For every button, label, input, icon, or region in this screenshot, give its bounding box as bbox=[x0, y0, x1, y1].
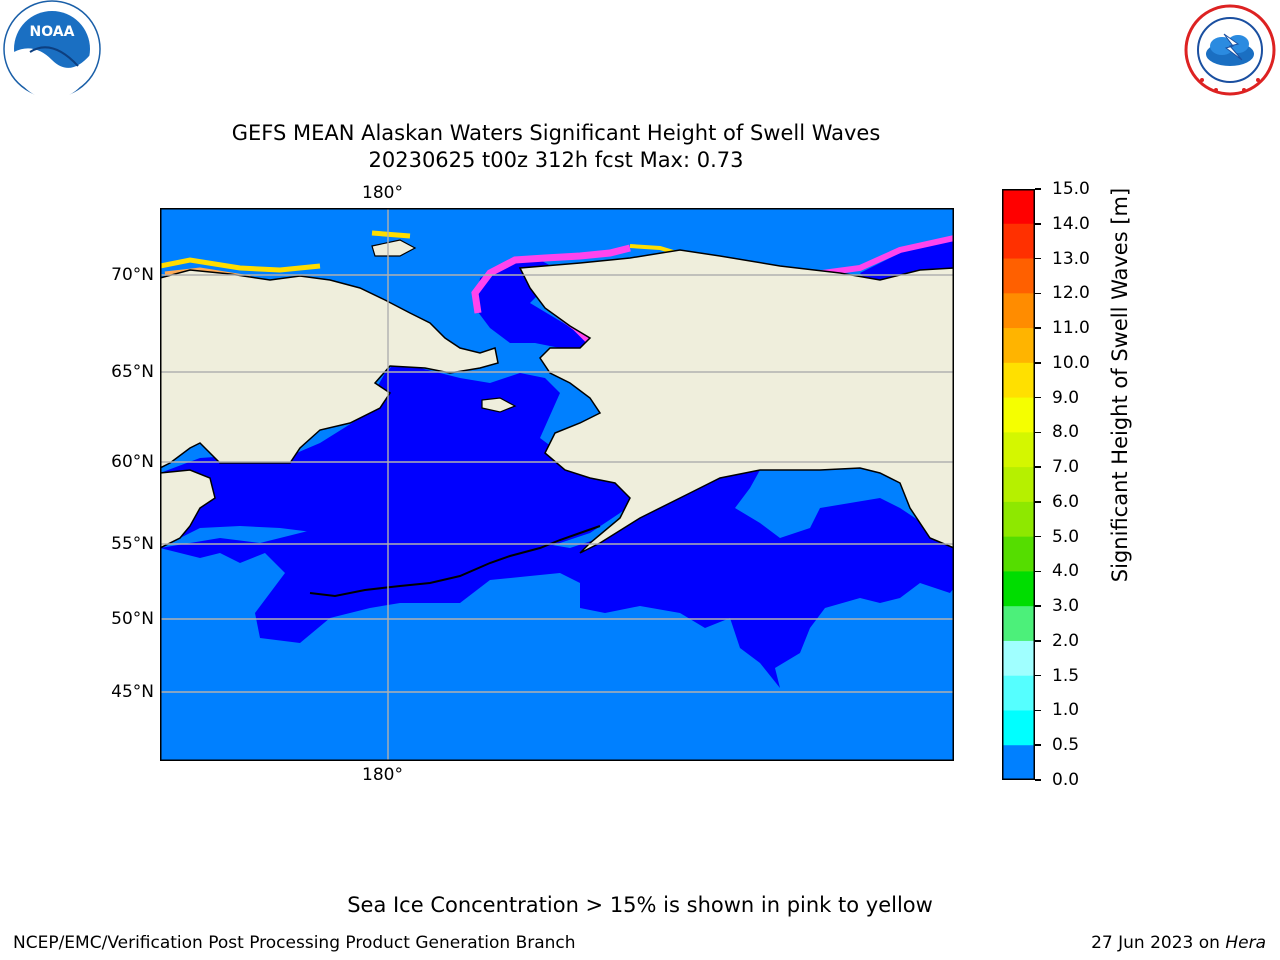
colorbar-tick-mark bbox=[1035, 779, 1041, 781]
land-st-lawrence bbox=[481, 397, 517, 413]
colorbar-segment bbox=[1002, 397, 1035, 433]
run-date-text: 27 Jun 2023 on bbox=[1091, 933, 1226, 953]
colorbar-segment bbox=[1002, 432, 1035, 468]
colorbar-tick-mark bbox=[1035, 292, 1041, 295]
lat-label-70: 70°N bbox=[111, 265, 154, 285]
colorbar bbox=[1002, 189, 1035, 781]
colorbar-tick-label: 0.0 bbox=[1052, 770, 1080, 790]
colorbar-tick-label: 5.0 bbox=[1052, 526, 1080, 547]
run-date: 27 Jun 2023 on Hera bbox=[1091, 932, 1266, 954]
colorbar-segment bbox=[1002, 501, 1035, 538]
colorbar-tick-label: 4.0 bbox=[1052, 561, 1080, 582]
colorbar-segment bbox=[1002, 258, 1035, 294]
noaa-logo: NOAA bbox=[0, 0, 104, 100]
colorbar-tick-mark bbox=[1035, 431, 1041, 434]
noaa-logo-text: NOAA bbox=[30, 24, 75, 40]
colorbar-tick-label: 11.0 bbox=[1052, 318, 1090, 339]
colorbar-tick-mark bbox=[1035, 640, 1041, 642]
colorbar-tick-mark bbox=[1035, 362, 1041, 364]
map-area bbox=[160, 208, 954, 761]
lat-label-45: 45°N bbox=[111, 682, 154, 702]
graticule bbox=[160, 208, 954, 761]
colorbar-segment bbox=[1002, 606, 1035, 642]
lon-label-bottom: 180° bbox=[362, 765, 403, 785]
sea-ice-yellow-3 bbox=[371, 230, 411, 239]
map-frame bbox=[160, 208, 954, 761]
colorbar-tick-label: 2.0 bbox=[1052, 630, 1080, 651]
colorbar-border bbox=[1002, 189, 1035, 780]
colorbar-segment bbox=[1002, 675, 1035, 711]
lon-label-top: 180° bbox=[362, 183, 403, 203]
colorbar-tick-label: 12.0 bbox=[1052, 283, 1090, 304]
land-siberia bbox=[160, 269, 499, 469]
colorbar-tick-mark bbox=[1035, 535, 1041, 538]
colorbar-tick-label: 7.0 bbox=[1052, 457, 1080, 478]
aleutian-islands bbox=[309, 525, 601, 598]
colorbar-tick-mark bbox=[1035, 188, 1041, 190]
colorbar-tick-mark bbox=[1035, 466, 1041, 468]
colorbar-segment bbox=[1002, 710, 1035, 746]
nws-logo bbox=[1176, 0, 1280, 100]
colorbar-tick-label: 14.0 bbox=[1052, 213, 1090, 234]
colorbar-tick-mark bbox=[1035, 570, 1041, 573]
branch-credit: NCEP/EMC/Verification Post Processing Pr… bbox=[13, 933, 576, 953]
lat-label-60: 60°N bbox=[111, 452, 154, 472]
colorbar-tick-label: 10.0 bbox=[1052, 352, 1090, 373]
colorbar-tick-mark bbox=[1035, 744, 1041, 746]
ocean-low-region bbox=[160, 470, 954, 688]
colorbar-segment bbox=[1002, 640, 1035, 677]
colorbar-tick-mark bbox=[1035, 605, 1041, 607]
colorbar-segment bbox=[1002, 293, 1035, 329]
colorbar-segment bbox=[1002, 571, 1035, 607]
colorbar-segment bbox=[1002, 745, 1035, 781]
colorbar-segment bbox=[1002, 189, 1035, 225]
sea-ice-note: Sea Ice Concentration > 15% is shown in … bbox=[347, 893, 933, 917]
colorbar-segment bbox=[1002, 467, 1035, 503]
colorbar-tick-mark bbox=[1035, 709, 1041, 712]
colorbar-tick-label: 1.5 bbox=[1052, 665, 1080, 686]
sea-ice-yellow-1 bbox=[160, 257, 321, 273]
lat-label-50: 50°N bbox=[111, 609, 154, 629]
colorbar-segment bbox=[1002, 328, 1035, 364]
colorbar-segment bbox=[1002, 223, 1035, 260]
lat-label-55: 55°N bbox=[111, 534, 154, 554]
bering-sea bbox=[160, 358, 640, 568]
colorbar-segment bbox=[1002, 362, 1035, 399]
lat-label-65: 65°N bbox=[111, 362, 154, 382]
chukchi-sea bbox=[475, 260, 600, 358]
colorbar-tick-mark bbox=[1035, 327, 1041, 329]
map-svg bbox=[160, 208, 954, 761]
colorbar-tick-label: 9.0 bbox=[1052, 387, 1080, 408]
colorbar-tick-label: 0.5 bbox=[1052, 735, 1080, 756]
colorbar-tick-label: 13.0 bbox=[1052, 248, 1090, 269]
colorbar-tick-label: 15.0 bbox=[1052, 179, 1090, 199]
colorbar-tick-mark bbox=[1035, 396, 1041, 399]
colorbar-tick-label: 8.0 bbox=[1052, 422, 1080, 443]
colorbar-segment bbox=[1002, 536, 1035, 572]
colorbar-tick-label: 3.0 bbox=[1052, 596, 1080, 617]
colorbar-tick-mark bbox=[1035, 223, 1041, 225]
sea-ice-chukchi bbox=[471, 244, 631, 314]
colorbar-tick-label: 6.0 bbox=[1052, 491, 1080, 512]
colorbar-tick-mark bbox=[1035, 501, 1041, 503]
land-alaska bbox=[518, 249, 954, 554]
colorbar-svg bbox=[1002, 189, 1035, 781]
colorbar-tick-mark bbox=[1035, 674, 1041, 677]
land-wrangel bbox=[371, 239, 417, 257]
colorbar-label: Significant Height of Swell Waves [m] bbox=[1108, 187, 1132, 583]
colorbar-tick-mark bbox=[1035, 257, 1041, 260]
chart-subtitle: 20230625 t00z 312h fcst Max: 0.73 bbox=[368, 148, 744, 172]
colorbar-tick-label: 1.0 bbox=[1052, 700, 1080, 721]
chart-title: GEFS MEAN Alaskan Waters Significant Hei… bbox=[231, 121, 881, 145]
machine-name: Hera bbox=[1225, 933, 1266, 953]
